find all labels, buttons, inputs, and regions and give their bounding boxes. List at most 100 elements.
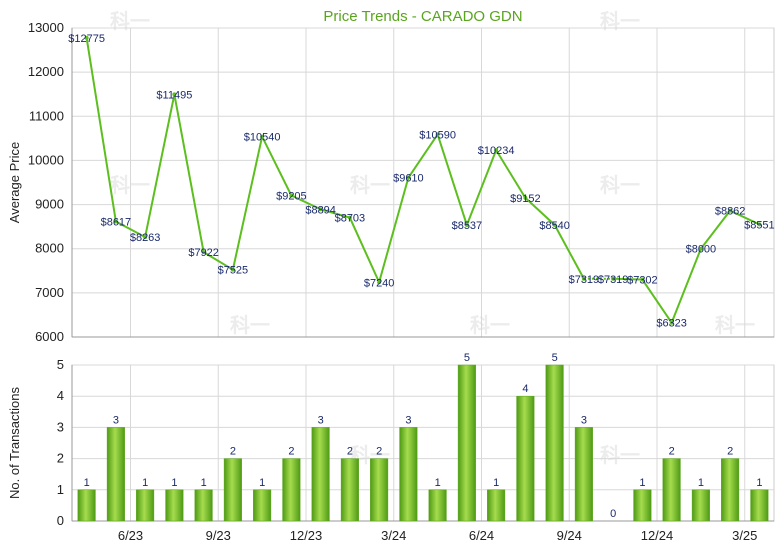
- count-data-label: 1: [435, 477, 441, 489]
- price-point: [143, 235, 148, 240]
- price-line-segment: [553, 224, 585, 280]
- count-bar: [370, 458, 389, 522]
- count-data-label: 3: [113, 414, 119, 426]
- count-tick-label: 2: [57, 451, 64, 466]
- price-point: [230, 267, 235, 272]
- price-line-segment: [436, 134, 468, 226]
- x-tick-label: 12/24: [641, 528, 674, 543]
- x-tick-label: 3/25: [732, 528, 757, 543]
- price-point: [669, 320, 674, 325]
- price-data-label: $7922: [188, 247, 219, 259]
- count-data-label: 2: [288, 446, 294, 458]
- price-line-segment: [290, 194, 322, 211]
- x-tick-label: 6/24: [469, 528, 494, 543]
- price-data-label: $7319: [569, 274, 600, 286]
- price-point: [640, 277, 645, 282]
- price-line-segment: [407, 133, 439, 179]
- count-bar: [750, 489, 769, 522]
- count-bar: [136, 489, 155, 522]
- count-bar: [428, 489, 447, 522]
- count-data-label: 5: [464, 352, 470, 364]
- price-point: [728, 208, 733, 213]
- price-tick-label: 8000: [35, 241, 64, 256]
- price-data-label: $8263: [130, 232, 161, 244]
- price-tick-label: 9000: [35, 197, 64, 212]
- price-data-label: $10590: [419, 129, 456, 141]
- price-point: [84, 35, 89, 40]
- price-data-label: $11495: [156, 89, 192, 101]
- count-data-label: 1: [201, 477, 207, 489]
- watermark-1: 科一: [600, 9, 640, 33]
- count-bar: [516, 395, 535, 522]
- count-bar: [633, 489, 652, 522]
- price-point: [581, 276, 586, 281]
- price-line-segment: [495, 149, 527, 199]
- count-bar: [457, 364, 476, 522]
- price-data-label: $8551: [744, 219, 775, 231]
- price-point: [406, 175, 411, 180]
- price-point: [347, 215, 352, 220]
- price-point: [435, 132, 440, 137]
- count-bar: [165, 489, 184, 522]
- price-data-label: $8000: [686, 244, 717, 256]
- price-point: [289, 193, 294, 198]
- price-point: [318, 207, 323, 212]
- price-data-label: $8537: [452, 220, 483, 232]
- price-data-label: $12775: [68, 33, 105, 45]
- price-data-label: $7240: [364, 277, 395, 289]
- count-bar: [487, 489, 506, 522]
- watermark-9: 科一: [600, 443, 640, 467]
- count-bar: [691, 489, 710, 522]
- chart-title: Price Trends - CARADO GDN: [323, 8, 522, 25]
- price-line-segment: [203, 251, 234, 271]
- price-data-label: $9152: [510, 193, 541, 205]
- count-data-label: 2: [230, 446, 236, 458]
- price-point: [113, 219, 118, 224]
- price-data-label: $8703: [335, 213, 366, 225]
- count-data-label: 4: [522, 383, 528, 395]
- price-line-segment: [465, 149, 498, 226]
- price-line-segment: [670, 248, 702, 324]
- price-tick-label: 10000: [28, 152, 64, 167]
- watermark-5: 科一: [230, 313, 270, 337]
- x-tick-label: 12/23: [290, 528, 323, 543]
- count-bar: [223, 458, 242, 522]
- watermark-4: 科一: [600, 173, 640, 197]
- price-tick-label: 12000: [28, 64, 64, 79]
- count-tick-label: 3: [57, 419, 64, 434]
- price-point: [611, 276, 616, 281]
- watermark-3: 科一: [350, 173, 390, 197]
- count-data-label: 1: [84, 477, 90, 489]
- count-bar: [574, 427, 593, 522]
- count-data-label: 1: [142, 477, 148, 489]
- count-bar: [106, 427, 125, 522]
- price-data-label: $7319: [598, 274, 629, 286]
- count-data-label: 1: [639, 477, 645, 489]
- price-data-label: $9205: [276, 191, 307, 203]
- price-line-segment: [700, 210, 731, 250]
- price-point: [260, 134, 265, 139]
- watermark-7: 科一: [715, 313, 755, 337]
- price-line-segment: [231, 136, 264, 270]
- count-bar: [340, 458, 359, 522]
- count-tick-label: 1: [57, 482, 64, 497]
- price-line-segment: [729, 209, 760, 226]
- price-line-segment: [320, 208, 351, 219]
- price-data-label: $10540: [244, 132, 281, 144]
- count-data-label: 1: [756, 477, 762, 489]
- count-bar: [194, 489, 213, 522]
- price-line-segment: [613, 277, 643, 281]
- count-bar: [77, 489, 96, 522]
- price-data-label: $7525: [218, 265, 249, 277]
- price-data-label: $9610: [393, 173, 424, 185]
- price-tick-label: 7000: [35, 285, 64, 300]
- count-data-label: 1: [171, 477, 177, 489]
- price-line-segment: [85, 37, 117, 222]
- x-tick-label: 3/24: [381, 528, 406, 543]
- price-point: [172, 92, 177, 97]
- count-data-label: 3: [318, 414, 324, 426]
- price-data-label: $7302: [627, 275, 658, 287]
- x-tick-label: 9/24: [557, 528, 582, 543]
- price-tick-label: 13000: [28, 20, 64, 35]
